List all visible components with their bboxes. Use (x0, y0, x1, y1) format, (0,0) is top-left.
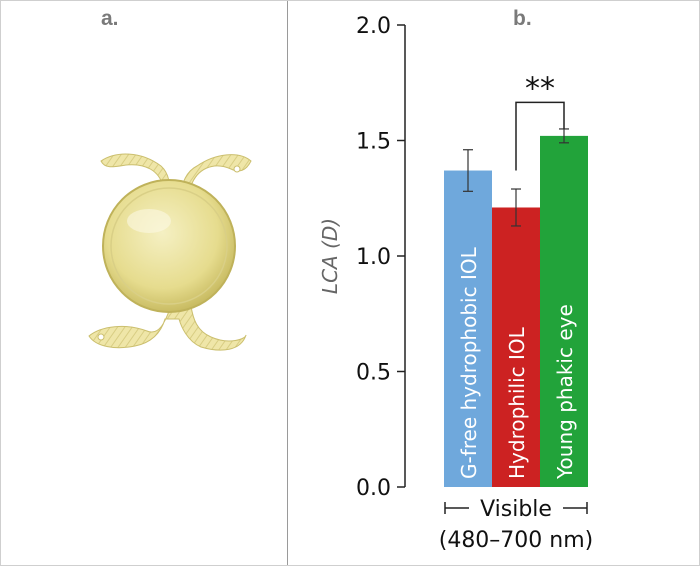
y-tick-label: 2.0 (356, 14, 391, 39)
bar (492, 207, 540, 488)
significance-label: ** (525, 71, 555, 106)
iol-illustration (88, 153, 252, 351)
panel-divider (287, 1, 288, 565)
bar-category-label: Young phakic eye (553, 304, 577, 480)
haptic-bottom (88, 305, 247, 351)
bar (540, 135, 588, 487)
y-axis-label: LCA (D) (318, 218, 342, 294)
panel-a-label: a. (101, 7, 119, 30)
bar-category-label: Hydrophilic IOL (505, 326, 529, 479)
y-tick-label: 1.5 (356, 130, 391, 155)
chart-bars: G-free hydrophobic IOL Hydrophilic IOL You… (444, 128, 588, 488)
chart-labels: ** Visible (480–700 nm) (439, 71, 594, 553)
bar-category-label: G-free hydrophobic IOL (457, 246, 481, 479)
y-tick-label: 1.0 (356, 245, 391, 270)
chart-axes: 0.0 0.5 1.0 1.5 2.0 LCA (D) (318, 14, 406, 501)
x-axis-label-line1: Visible (480, 497, 552, 522)
x-axis-label-line2: (480–700 nm) (439, 528, 594, 553)
significance-bracket (515, 101, 565, 171)
panel-b-label: b. (513, 7, 532, 30)
haptic-top (100, 153, 252, 197)
y-tick-label: 0.5 (356, 361, 391, 386)
y-tick-label: 0.0 (356, 476, 391, 501)
bar (444, 170, 492, 487)
